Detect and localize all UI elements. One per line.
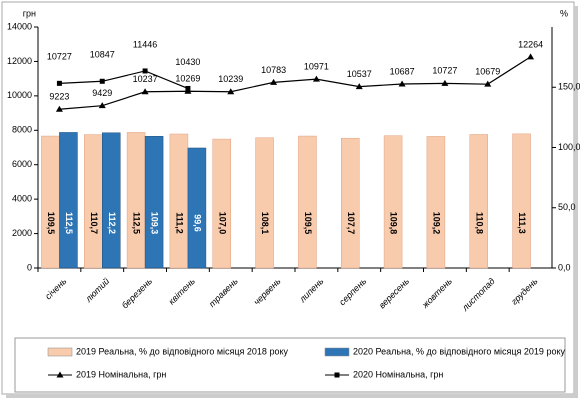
- line-value-label: 10783: [261, 65, 286, 75]
- y-tick-label: 8000: [12, 125, 32, 135]
- line-value-label: 10679: [475, 67, 500, 77]
- marker: [56, 80, 62, 86]
- y2-tick-label: 100,0: [558, 142, 580, 152]
- bar-value-label: 107,7: [346, 212, 356, 235]
- bar-value-label: 111,3: [517, 212, 527, 234]
- y-tick-label: 12000: [7, 56, 32, 66]
- legend-swatch: [47, 347, 73, 357]
- marker: [141, 88, 149, 95]
- bar-value-label: 109,3: [150, 212, 160, 235]
- marker: [484, 80, 492, 87]
- y2-tick-label: 0,0: [558, 262, 571, 272]
- y-tick-label: 4000: [12, 194, 32, 204]
- y-tick-label: 2000: [12, 228, 32, 238]
- bar: [383, 135, 403, 269]
- bar-value-label: 109,8: [389, 212, 399, 235]
- bar: [187, 147, 207, 269]
- line-value-label: 10687: [390, 66, 415, 76]
- line-value-label: 10847: [90, 50, 115, 60]
- bar-value-label: 107,0: [217, 212, 227, 235]
- line: [59, 56, 531, 110]
- marker: [55, 105, 63, 112]
- y2-tick-label: 50,0: [558, 202, 576, 212]
- legend-label: 2019 Реальна, % до відповідного місяця 2…: [76, 346, 288, 356]
- bar-value-label: 109,5: [303, 212, 313, 235]
- bar: [126, 132, 146, 269]
- legend-label: 2020 Номінальна, грн: [353, 369, 443, 379]
- line: [59, 70, 189, 90]
- y-tick-label: 14000: [7, 21, 32, 31]
- y2-tick-label: 150,0: [558, 82, 580, 92]
- y-axis-label: грн: [23, 8, 36, 18]
- bar: [341, 137, 360, 269]
- bar-value-label: 99,6: [193, 214, 203, 232]
- marker: [98, 102, 106, 109]
- bar-value-label: 110,7: [89, 212, 99, 234]
- bar: [102, 132, 121, 269]
- line-value-label: 10239: [218, 74, 243, 84]
- marker: [312, 75, 320, 82]
- marker: [398, 80, 406, 87]
- bar: [469, 134, 488, 269]
- line-value-label: 10727: [432, 66, 457, 76]
- bar: [426, 136, 446, 269]
- legend-box: [14, 337, 566, 393]
- marker: [355, 83, 363, 90]
- legend-swatch: [324, 347, 350, 357]
- bar: [212, 138, 231, 269]
- bar-value-label: 110,8: [474, 212, 484, 234]
- bar: [255, 137, 274, 269]
- bar-value-label: 112,5: [64, 212, 74, 234]
- line-value-label: 10237: [133, 74, 158, 84]
- line-value-label: 9429: [92, 88, 112, 98]
- y-tick-label: 0: [27, 262, 32, 272]
- bar: [59, 132, 78, 269]
- shadow: [574, 6, 578, 398]
- marker: [99, 78, 105, 84]
- line-value-label: 9223: [49, 92, 69, 102]
- bar: [84, 134, 103, 269]
- line-value-label: 12264: [518, 39, 543, 49]
- legend-label: 2020 Реальна, % до відповідного місяця 2…: [353, 346, 565, 356]
- y-tick-label: 10000: [7, 90, 32, 100]
- y2-axis-label: %: [560, 8, 568, 18]
- legend-marker: [334, 372, 340, 378]
- bar-value-label: 112,5: [132, 212, 142, 234]
- line-value-label: 10269: [175, 74, 200, 84]
- line-value-label: 10971: [304, 62, 329, 72]
- bar: [169, 133, 189, 269]
- marker: [441, 79, 449, 86]
- marker: [270, 78, 278, 85]
- bar-value-label: 111,2: [175, 212, 185, 234]
- shadow: [6, 394, 578, 398]
- marker: [185, 85, 191, 91]
- line-value-label: 11446: [133, 39, 157, 49]
- line-value-label: 10537: [347, 69, 372, 79]
- line-value-label: 10430: [175, 57, 200, 67]
- line-value-label: 10727: [47, 52, 72, 62]
- bar: [144, 136, 164, 269]
- bar-value-label: 112,2: [107, 212, 117, 234]
- legend-label: 2019 Номінальна, грн: [76, 369, 166, 379]
- y-tick-label: 6000: [12, 159, 32, 169]
- legend-marker: [56, 371, 64, 378]
- bar-value-label: 108,1: [260, 212, 270, 235]
- bar-value-label: 109,5: [46, 212, 56, 235]
- marker: [142, 68, 148, 74]
- bar: [41, 135, 60, 269]
- bar: [298, 135, 317, 269]
- bar: [512, 133, 531, 269]
- marker: [227, 88, 235, 95]
- bar-value-label: 109,2: [432, 212, 442, 235]
- marker: [527, 53, 535, 60]
